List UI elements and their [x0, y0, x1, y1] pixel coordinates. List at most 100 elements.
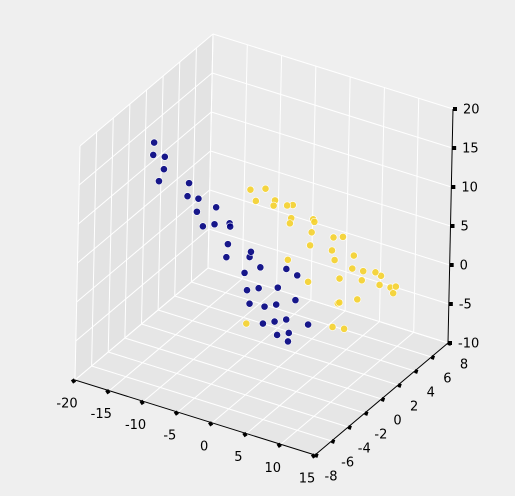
- x-tick: [105, 389, 111, 395]
- point: [150, 138, 159, 147]
- y-tick-label: 2: [410, 400, 418, 415]
- x-axis: [74, 379, 316, 456]
- y-tick-label: 6: [443, 372, 451, 387]
- x-tick: [310, 453, 317, 459]
- z-tick-label: 0: [460, 259, 468, 274]
- grid-line: [77, 150, 211, 264]
- point: [282, 315, 291, 324]
- x-tick-label: -5: [163, 429, 176, 444]
- point: [391, 282, 400, 291]
- grid-line: [191, 281, 432, 358]
- point: [251, 197, 260, 205]
- y-tick: [314, 453, 319, 458]
- y-tick-label: -4: [358, 442, 371, 457]
- point: [198, 222, 207, 231]
- point: [335, 274, 344, 283]
- grid-line: [78, 111, 212, 225]
- point: [304, 320, 312, 329]
- grid-line: [74, 267, 209, 381]
- z-tick-label: 5: [461, 220, 469, 235]
- point: [247, 247, 255, 256]
- point: [306, 241, 315, 250]
- point: [389, 289, 398, 298]
- x-tick-label: -15: [91, 407, 112, 422]
- point: [242, 319, 251, 328]
- point: [349, 251, 358, 260]
- point: [224, 240, 232, 249]
- z-tick-label: -5: [459, 298, 472, 313]
- point: [226, 222, 235, 231]
- point: [185, 179, 193, 188]
- point: [353, 295, 362, 304]
- grid-line: [212, 72, 453, 149]
- point: [243, 286, 251, 295]
- x-tick-label: -20: [56, 397, 77, 412]
- x-tick: [276, 442, 282, 448]
- y-tick: [347, 425, 352, 430]
- point: [246, 185, 255, 194]
- point: [357, 276, 366, 285]
- x-tick: [208, 421, 214, 427]
- point: [328, 246, 336, 255]
- grid-line: [108, 351, 349, 428]
- point: [293, 271, 302, 280]
- point: [212, 203, 221, 212]
- point: [273, 331, 282, 339]
- point: [283, 201, 292, 210]
- point: [377, 271, 385, 280]
- point: [222, 253, 231, 262]
- point: [307, 228, 316, 237]
- point: [160, 152, 169, 161]
- point: [149, 151, 158, 159]
- x-tick: [70, 378, 77, 384]
- y-tick: [364, 411, 369, 416]
- x-tick-label: 15: [299, 472, 316, 487]
- point: [270, 317, 279, 326]
- z-tick-label: -10: [458, 337, 479, 352]
- point: [284, 329, 293, 337]
- y-tick-label: -8: [325, 470, 338, 485]
- x-tick-label: -10: [125, 418, 146, 433]
- grid-line: [211, 111, 452, 188]
- x-tick-label: 0: [200, 439, 208, 454]
- grid-line: [75, 228, 210, 342]
- grid-line: [212, 33, 454, 110]
- grid-line: [78, 72, 213, 186]
- y-tick-label: -2: [374, 428, 387, 443]
- grid-line: [208, 228, 449, 305]
- y-tick-label: -6: [341, 456, 354, 471]
- grid-line: [76, 189, 210, 303]
- grid-line: [141, 323, 382, 400]
- point: [329, 233, 338, 242]
- point: [240, 268, 249, 277]
- point: [304, 277, 312, 286]
- point: [261, 184, 270, 193]
- point: [340, 324, 349, 333]
- point: [260, 302, 269, 311]
- point: [269, 201, 278, 210]
- y-tick-label: 8: [460, 358, 468, 373]
- z-tick-label: 10: [461, 181, 478, 196]
- grid-line: [91, 365, 332, 442]
- grid-line: [210, 150, 451, 227]
- x-tick: [173, 410, 179, 416]
- y-tick: [430, 355, 436, 360]
- point: [256, 263, 265, 272]
- y-tick: [330, 439, 336, 444]
- y-tick-label: 4: [427, 386, 435, 401]
- grid-line: [207, 267, 449, 344]
- point: [371, 268, 380, 277]
- point: [259, 319, 267, 328]
- y-tick-label: 0: [393, 414, 401, 429]
- grid-line: [79, 33, 214, 147]
- z-tick-label: 20: [463, 103, 480, 118]
- point: [245, 299, 254, 308]
- point: [272, 300, 281, 309]
- point: [291, 296, 300, 305]
- grid-line: [157, 309, 399, 386]
- point: [328, 323, 337, 331]
- x-tick-label: 10: [264, 461, 281, 476]
- point: [273, 283, 282, 292]
